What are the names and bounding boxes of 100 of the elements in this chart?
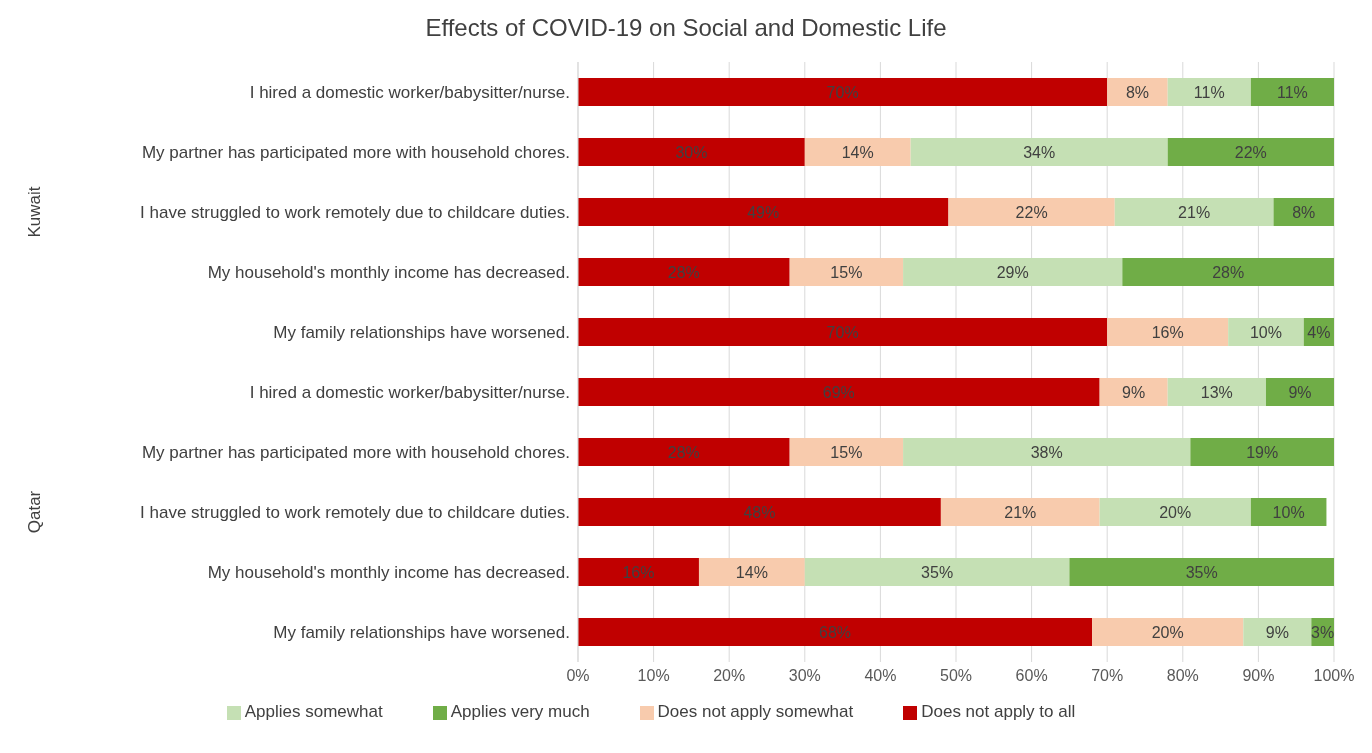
data-label: 16% [622,563,655,581]
data-label: 34% [1023,143,1056,161]
bar [804,138,911,166]
data-label: 19% [1246,443,1279,461]
y-tick-label: I have struggled to work remotely due to childcare duties. [140,503,570,523]
bar [1250,498,1327,526]
bar [578,618,1093,646]
data-label: 21% [1178,203,1211,221]
text: Kuwait [25,186,45,238]
x-tick-label: 0% [566,667,590,685]
x-tick-label: 70% [1091,667,1124,685]
bar [1099,498,1251,526]
data-label: 9% [1122,383,1146,401]
bar [1167,138,1334,166]
data-label: 9% [1288,383,1312,401]
bar [578,198,949,226]
bar [1107,78,1168,106]
bar [1228,318,1304,346]
data-label: 10% [1249,323,1282,341]
data-label: 70% [826,83,859,101]
data-label: 29% [996,263,1029,281]
bar [1250,78,1334,106]
bar [1092,618,1244,646]
x-tick-label: 50% [939,667,973,685]
data-label: 20% [1159,503,1192,521]
data-label: 14% [841,143,874,161]
y-tick-label: My family relationships have worsened. [273,323,570,343]
x-tick-label: 20% [713,667,746,685]
data-label: 69% [822,383,855,401]
bar [578,438,790,466]
data-label: 28% [667,443,700,461]
data-label: 3% [1311,623,1335,641]
data-label: 11% [1193,83,1225,101]
bar [789,438,904,466]
bar [1265,378,1334,406]
bar [903,438,1191,466]
bar [1107,318,1229,346]
bar [1099,378,1168,406]
data-label: 70% [826,323,859,341]
chart-title: Effects of COVID-19 on Social and Domestic Life [424,13,948,43]
bar [578,498,941,526]
bar [1167,378,1266,406]
data-label: 49% [747,203,780,221]
bar [948,198,1115,226]
data-label: 35% [921,563,954,581]
bar [578,258,790,286]
bar [578,138,805,166]
bar [578,558,699,586]
y-tick-label: I hired a domestic worker/babysitter/nurse. [249,383,570,403]
bar [578,78,1108,106]
data-label: 28% [1212,263,1245,281]
data-label: 13% [1200,383,1233,401]
data-label: 15% [830,263,863,281]
x-tick-label: 40% [864,667,897,685]
bar [1243,618,1312,646]
bar [804,558,1070,586]
bar [1167,78,1251,106]
bar [1114,198,1274,226]
x-tick-label: 10% [637,667,670,685]
x-tick-label: 30% [788,667,821,685]
bar [698,558,805,586]
bar [789,258,904,286]
data-label: 15% [830,443,863,461]
bar [910,138,1168,166]
y-tick-label: I have struggled to work remotely due to childcare duties. [140,203,570,223]
bar [1069,558,1334,586]
y-tick-label: My partner has participated more with household chores. [141,443,570,463]
data-label: 48% [743,503,776,521]
data-label: 14% [735,563,768,581]
y-tick-label: My family relationships have worsened. [273,623,570,643]
legend-label: Applies very much [450,702,590,721]
data-label: 9% [1265,623,1289,641]
data-label: 22% [1234,143,1267,161]
y-tick-label: My household's monthly income has decreased. [207,563,570,583]
legend-label: Does not apply somewhat [657,702,854,721]
bar [1122,258,1334,286]
x-tick-label: 60% [1015,667,1048,685]
data-label: 8% [1292,203,1316,221]
data-label: 22% [1015,203,1048,221]
bar [940,498,1100,526]
data-label: 20% [1151,623,1184,641]
x-tick-label: 100% [1313,667,1355,685]
legend-label: Does not apply to all [921,702,1076,721]
data-label: 11% [1277,83,1308,101]
y-tick-label: My household's monthly income has decreased. [207,263,570,283]
y-tick-label: I hired a domestic worker/babysitter/nurse. [249,83,570,103]
text: Qatar [25,490,45,534]
data-label: 30% [675,143,708,161]
data-label: 35% [1185,563,1218,581]
y-tick-label: My partner has participated more with household chores. [141,143,570,163]
data-label: 10% [1272,503,1305,521]
bar [903,258,1123,286]
data-label: 21% [1004,503,1037,521]
data-label: 16% [1151,323,1184,341]
x-tick-label: 90% [1242,667,1275,685]
data-label: 28% [667,263,700,281]
data-label: 8% [1125,83,1149,101]
data-label: 4% [1307,323,1331,341]
legend-label: Applies somewhat [244,702,383,721]
x-tick-label: 80% [1166,667,1199,685]
